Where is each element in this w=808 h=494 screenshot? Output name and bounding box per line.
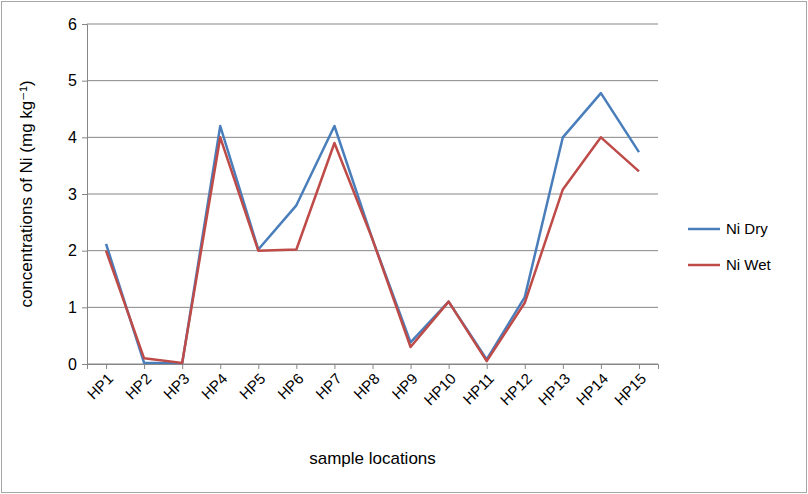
- x-tick-mark: [182, 364, 183, 369]
- x-tick: HP7: [312, 364, 345, 402]
- x-tick-label: HP14: [573, 370, 612, 409]
- x-tick: HP15: [611, 364, 650, 408]
- legend-swatch: [688, 228, 720, 231]
- x-tick-label: HP5: [236, 370, 269, 403]
- chart-border: [2, 2, 807, 493]
- x-tick: HP4: [198, 364, 231, 402]
- x-tick-mark: [563, 364, 564, 369]
- legend-label: Ni Dry: [726, 220, 768, 237]
- y-tick-label: 2: [68, 242, 77, 259]
- x-tick-label: HP13: [535, 370, 574, 409]
- y-tick-mark: [82, 251, 87, 252]
- grid-line: [87, 24, 658, 25]
- y-tick: 3: [68, 186, 87, 203]
- x-tick-mark: [258, 364, 259, 369]
- y-tick-mark: [82, 307, 87, 308]
- x-tick-label: HP10: [420, 370, 459, 409]
- lines: [106, 93, 639, 363]
- y-tick-label: 1: [68, 299, 77, 316]
- x-tick-mark: [334, 364, 335, 369]
- y-tick-label: 5: [68, 72, 77, 89]
- y-tick-label: 0: [68, 356, 77, 373]
- y-tick: 5: [68, 72, 87, 89]
- y-tick: 1: [68, 299, 87, 316]
- x-tick-label: HP4: [198, 370, 231, 403]
- x-axis: HP1HP2HP3HP4HP5HP6HP7HP8HP9HP10HP11HP12H…: [84, 364, 659, 408]
- x-tick-mark: [296, 364, 297, 369]
- x-tick: HP13: [535, 364, 574, 408]
- legend-entry: Ni Wet: [688, 256, 772, 273]
- x-tick-label: HP2: [122, 370, 155, 403]
- x-tick: HP10: [420, 364, 459, 408]
- y-axis: 0 1 2 3 4 5 6: [68, 16, 87, 373]
- y-tick: 2: [68, 242, 87, 259]
- x-tick-label: HP12: [497, 370, 536, 409]
- y-tick: 4: [68, 129, 87, 146]
- y-tick-mark: [82, 194, 87, 195]
- x-tick: HP9: [388, 364, 421, 402]
- x-tick: HP12: [497, 364, 536, 408]
- x-tick-mark: [106, 364, 107, 369]
- y-axis-title: concentrations of Ni (mg kg⁻¹): [17, 80, 36, 307]
- grid-line: [87, 250, 658, 251]
- x-tick-mark: [144, 364, 145, 369]
- grid-line: [87, 307, 658, 308]
- x-axis-line: [88, 365, 659, 370]
- legend: Ni Dry Ni Wet: [688, 220, 772, 273]
- y-axis-line: [82, 25, 88, 365]
- y-tick: 6: [68, 16, 87, 33]
- y-tick-mark: [82, 364, 87, 365]
- y-tick-label: 6: [68, 16, 77, 33]
- x-tick-label: HP9: [388, 370, 421, 403]
- x-tick-mark: [373, 364, 374, 369]
- x-tick-label: HP3: [160, 370, 193, 403]
- x-tick-label: HP7: [312, 370, 345, 403]
- x-tick: HP3: [160, 364, 193, 402]
- series-line: [106, 137, 639, 363]
- y-tick-label: 4: [68, 129, 77, 146]
- x-tick-mark: [639, 364, 640, 369]
- series-line: [106, 93, 639, 363]
- grid: [87, 24, 658, 364]
- grid-line: [87, 194, 658, 195]
- y-tick: 0: [68, 356, 87, 373]
- x-axis-title: sample locations: [309, 449, 436, 468]
- x-tick-label: HP1: [84, 370, 117, 403]
- x-tick-mark: [449, 364, 450, 369]
- y-tick-mark: [82, 137, 87, 138]
- y-tick-mark: [82, 81, 87, 82]
- y-tick-label: 3: [68, 186, 77, 203]
- x-tick-mark: [220, 364, 221, 369]
- x-tick: HP14: [573, 364, 612, 408]
- legend-entry: Ni Dry: [688, 220, 768, 237]
- x-tick: HP8: [350, 364, 383, 402]
- x-tick-label: HP11: [459, 370, 497, 408]
- legend-label: Ni Wet: [726, 256, 772, 273]
- x-tick-mark: [525, 364, 526, 369]
- x-tick: HP1: [84, 364, 117, 402]
- plot: 0123456HP1HP2HP3HP4HP5HP6HP7HP8HP9HP10HP…: [68, 16, 658, 409]
- legend-swatch: [688, 264, 720, 267]
- x-tick: HP5: [236, 364, 269, 402]
- chart: 0123456HP1HP2HP3HP4HP5HP6HP7HP8HP9HP10HP…: [0, 0, 808, 494]
- x-tick-mark: [487, 364, 488, 369]
- x-tick: HP11: [459, 364, 497, 408]
- grid-line: [87, 137, 658, 138]
- x-tick-mark: [601, 364, 602, 369]
- x-tick-label: HP15: [611, 370, 650, 409]
- x-tick-mark: [411, 364, 412, 369]
- x-tick: HP6: [274, 364, 307, 402]
- x-tick-label: HP6: [274, 370, 307, 403]
- y-tick-mark: [82, 24, 87, 25]
- grid-line: [87, 80, 658, 81]
- x-tick-label: HP8: [350, 370, 383, 403]
- x-tick: HP2: [122, 364, 155, 402]
